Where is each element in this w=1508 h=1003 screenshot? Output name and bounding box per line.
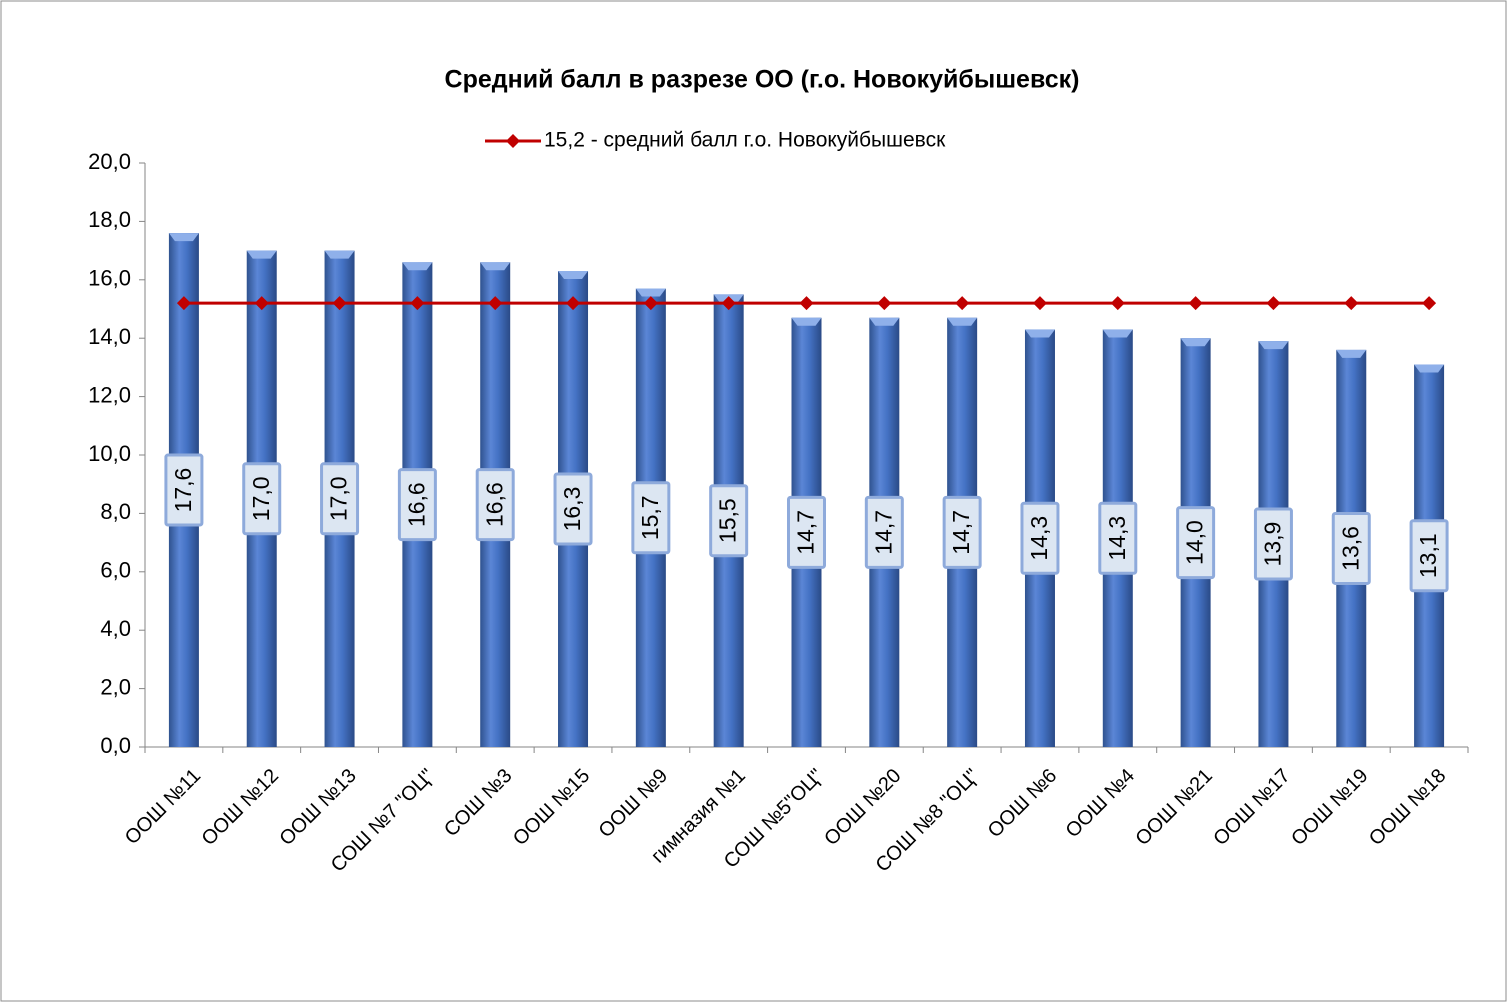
- value-label: 14,0: [1182, 520, 1208, 565]
- value-label-box: [397, 468, 437, 542]
- line-marker: [410, 296, 425, 311]
- value-label: 14,3: [1026, 516, 1052, 561]
- line-marker: [1188, 296, 1203, 311]
- line-marker: [254, 296, 269, 311]
- value-label-box: [1331, 511, 1371, 585]
- value-label-box: [553, 472, 593, 546]
- y-tick-label: 14,0: [88, 324, 131, 349]
- value-label-box: [787, 495, 826, 569]
- bar-cap: [1102, 329, 1133, 338]
- bar-cap: [558, 271, 589, 280]
- value-label: 13,1: [1415, 533, 1441, 578]
- value-label: 14,7: [793, 510, 819, 555]
- line-marker: [1266, 296, 1281, 311]
- y-tick-label: 20,0: [88, 149, 131, 174]
- bar-cap: [635, 288, 666, 297]
- bar-cap: [324, 250, 355, 259]
- line-marker: [1110, 296, 1125, 311]
- bar-cap: [869, 317, 900, 326]
- line-marker: [566, 296, 581, 311]
- bar-cap: [947, 317, 978, 326]
- y-tick-label: 4,0: [100, 616, 131, 641]
- value-label: 17,0: [248, 476, 274, 521]
- y-tick-label: 18,0: [88, 207, 131, 232]
- value-label-box: [1253, 507, 1293, 581]
- y-tick-label: 10,0: [88, 441, 131, 466]
- line-marker: [332, 296, 347, 311]
- value-label: 16,6: [481, 482, 507, 527]
- value-label-box: [475, 468, 515, 542]
- value-label: 15,7: [637, 495, 663, 540]
- y-tick-label: 16,0: [88, 266, 131, 291]
- value-label-box: [864, 495, 904, 569]
- y-tick-label: 2,0: [100, 674, 131, 699]
- legend-label: 15,2 - средний балл г.о. Новокуйбышевск: [544, 129, 946, 152]
- bar-cap: [480, 262, 511, 271]
- value-label: 16,3: [559, 487, 585, 532]
- y-tick-label: 8,0: [100, 499, 131, 524]
- value-label-box: [1098, 501, 1138, 575]
- value-label: 15,5: [715, 498, 741, 543]
- value-label-box: [1176, 506, 1216, 580]
- value-label: 14,7: [870, 510, 896, 555]
- y-tick-label: 6,0: [100, 558, 131, 583]
- value-label: 17,0: [326, 476, 352, 521]
- value-label: 16,6: [403, 482, 429, 527]
- y-tick-label: 0,0: [100, 733, 131, 758]
- bar-cap: [1336, 349, 1367, 358]
- value-label-box: [242, 462, 282, 536]
- y-tick-label: 12,0: [88, 382, 131, 407]
- chart-title: Средний балл в разрезе ОО (г.о. Новокуйб…: [445, 66, 1080, 94]
- bar-cap: [1414, 364, 1445, 373]
- line-marker: [176, 296, 191, 311]
- value-label: 13,6: [1337, 526, 1363, 571]
- line-marker: [1344, 296, 1359, 311]
- bar-cap: [1024, 329, 1055, 338]
- value-label-box: [320, 462, 360, 536]
- line-marker: [488, 296, 503, 311]
- bar-cap: [168, 233, 199, 242]
- value-label: 13,9: [1260, 522, 1286, 567]
- value-label: 14,7: [948, 510, 974, 555]
- bar-cap: [791, 317, 822, 326]
- line-marker: [1422, 296, 1437, 311]
- line-marker: [877, 296, 892, 311]
- line-marker: [799, 296, 814, 311]
- value-label: 17,6: [170, 468, 196, 513]
- bar-cap: [1180, 338, 1211, 347]
- value-label-box: [164, 453, 204, 527]
- value-label-box: [1409, 519, 1449, 593]
- line-marker: [643, 296, 658, 311]
- legend-marker: [506, 134, 520, 148]
- line-marker: [1032, 296, 1047, 311]
- bar-cap: [402, 262, 433, 271]
- bar-cap: [246, 250, 277, 259]
- bar-cap: [1258, 341, 1289, 350]
- value-label-box: [942, 495, 982, 569]
- value-label: 14,3: [1104, 516, 1130, 561]
- value-label-box: [709, 484, 749, 558]
- value-label-box: [1020, 501, 1060, 575]
- value-label-box: [631, 481, 671, 555]
- line-marker: [955, 296, 970, 311]
- line-marker: [721, 296, 736, 311]
